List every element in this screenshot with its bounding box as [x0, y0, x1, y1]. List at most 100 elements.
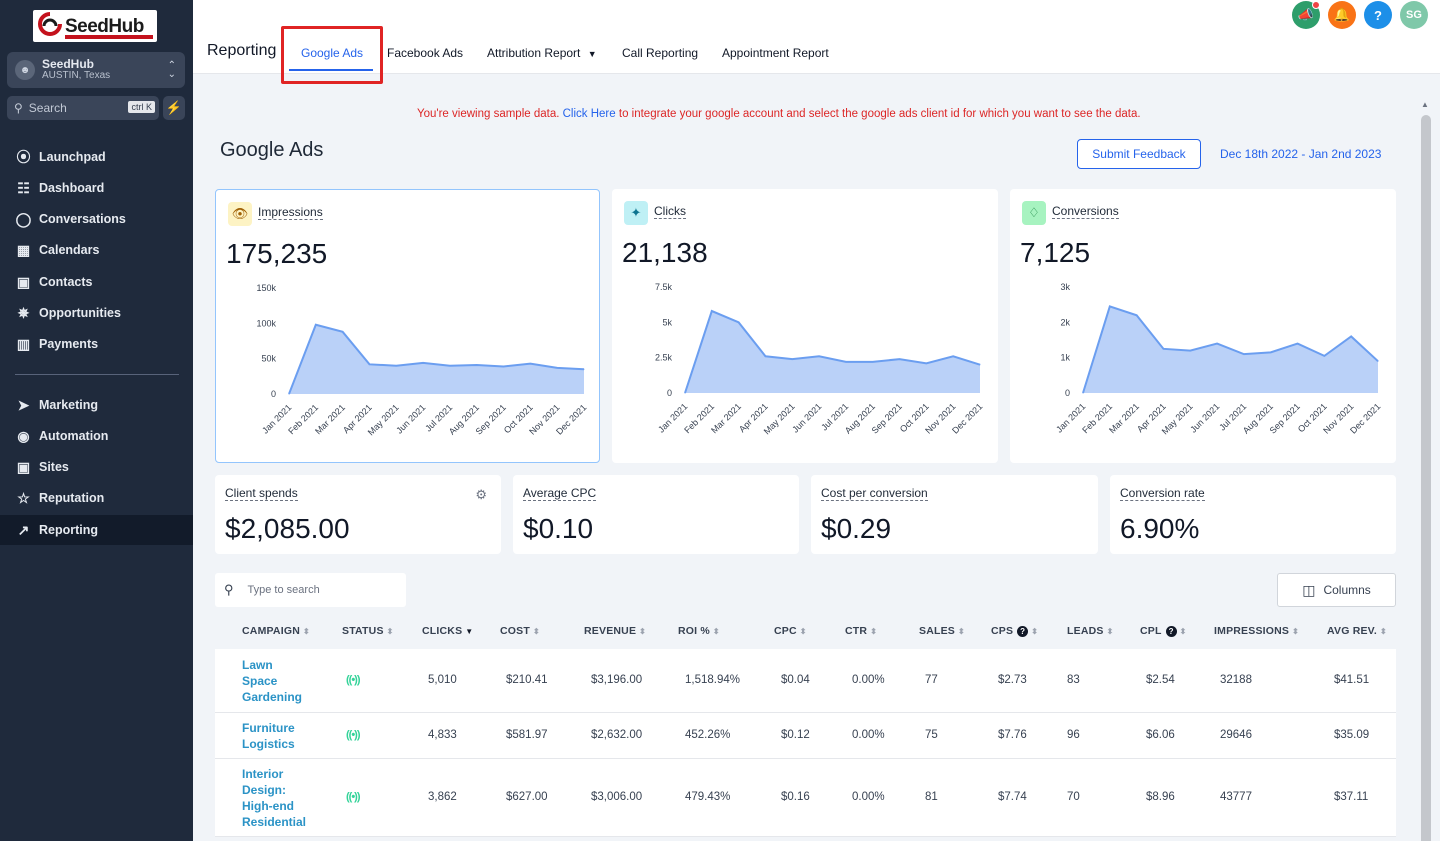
sort-icon[interactable]: ⬍	[1292, 627, 1300, 636]
column-header-cps[interactable]: CPS? ⬍	[991, 625, 1038, 637]
sort-icon[interactable]: ⬍	[303, 627, 310, 636]
sidebar-item-launchpad[interactable]: ⦿ Launchpad	[0, 142, 193, 172]
sidebar-search[interactable]: ⚲ Search ctrl K	[7, 96, 159, 120]
table-row[interactable]: Lawn Space Gardening ((•)) 5,010 $210.41 $3,19…	[215, 649, 1396, 713]
gear-icon[interactable]: ⚙	[475, 487, 487, 502]
help-icon[interactable]: ?	[1364, 1, 1392, 29]
data-point	[503, 365, 505, 367]
help-circle-icon[interactable]: ?	[1017, 626, 1029, 637]
sidebar-item-dashboard[interactable]: ☷ Dashboard	[0, 173, 193, 203]
sidebar-item-conversations[interactable]: ◯ Conversations	[0, 204, 193, 234]
scrollbar-thumb[interactable]	[1421, 115, 1431, 841]
columns-button[interactable]: ◫ Columns	[1277, 573, 1396, 607]
sort-icon[interactable]: ⬍	[799, 627, 807, 636]
status-broadcast-icon: ((•))	[346, 674, 360, 686]
bell-icon[interactable]: 🔔	[1328, 1, 1356, 29]
sidebar-item-label: Reputation	[39, 491, 105, 505]
sort-icon[interactable]: ⬍	[1031, 627, 1039, 636]
cell-roi: 1,518.94%	[685, 674, 740, 686]
cell-leads: 70	[1067, 791, 1080, 803]
conversions-label: Conversions	[1052, 204, 1119, 220]
column-header-label: STATUS	[342, 625, 384, 637]
table-body: Lawn Space Gardening ((•)) 5,010 $210.41 $3,19…	[215, 649, 1396, 837]
column-header-cpl[interactable]: CPL? ⬍	[1140, 625, 1187, 637]
x-tick-label: Jun 2021	[790, 401, 823, 434]
column-header-revenue[interactable]: REVENUE ⬍	[584, 625, 646, 637]
sidebar-item-contacts[interactable]: ▣ Contacts	[0, 267, 193, 297]
column-header-status[interactable]: STATUS ⬍	[342, 625, 394, 637]
column-header-clicks[interactable]: CLICKS ▼	[422, 625, 473, 637]
sort-desc-icon[interactable]: ▼	[465, 627, 474, 636]
sidebar-item-label: Payments	[39, 337, 99, 351]
tab-attribution-report[interactable]: Attribution Report ▼	[487, 46, 597, 60]
sidebar-item-reporting[interactable]: ↗ Reporting	[0, 515, 193, 545]
campaign-link[interactable]: Lawn Space Gardening	[242, 657, 322, 705]
sort-icon[interactable]: ⬍	[958, 627, 965, 636]
column-header-impressions[interactable]: IMPRESSIONS ⬍	[1214, 625, 1299, 637]
sort-icon[interactable]: ⬍	[1380, 627, 1387, 636]
brand-name: SeedHub	[65, 15, 144, 37]
integrate-link[interactable]: Click Here	[562, 108, 616, 120]
account-switcher[interactable]: ☻ SeedHub AUSTIN, Texas ⌃ ⌄	[7, 52, 185, 88]
help-circle-icon[interactable]: ?	[1165, 626, 1177, 637]
sort-icon[interactable]: ⬍	[1106, 627, 1114, 636]
column-header-cost[interactable]: COST ⬍	[500, 625, 540, 637]
cell-impressions: 43777	[1220, 791, 1252, 803]
average-cpc-card: Average CPC $0.10	[513, 475, 799, 554]
cell-avg-rev: $37.11	[1334, 791, 1369, 803]
tab-call-reporting[interactable]: Call Reporting	[622, 46, 699, 60]
tab-google-ads[interactable]: Google Ads	[301, 46, 364, 60]
contacts-icon: ▣	[16, 273, 31, 290]
client-spends-card: Client spends ⚙ $2,085.00	[215, 475, 501, 554]
announcement-icon[interactable]: 📣	[1292, 1, 1320, 29]
column-header-avg-rev[interactable]: AVG REV. ⬍	[1327, 625, 1387, 637]
sort-icon[interactable]: ⬍	[386, 627, 394, 636]
sort-icon[interactable]: ⬍	[639, 627, 647, 636]
conversions-card[interactable]: ♢ Conversions 7,125 0 1k 2k 3k Jan 2021 Feb 2…	[1010, 189, 1396, 463]
tab-appointment-report[interactable]: Appointment Report	[722, 46, 829, 60]
date-range-picker[interactable]: Dec 18th 2022 - Jan 2nd 2023	[1220, 147, 1382, 161]
sidebar-item-sites[interactable]: ▣ Sites	[0, 452, 193, 482]
sidebar-item-label: Marketing	[39, 398, 99, 412]
sidebar-item-payments[interactable]: ▥ Payments	[0, 329, 193, 359]
cell-impressions: 32188	[1220, 674, 1252, 686]
campaign-name-line: Design:	[242, 783, 287, 797]
column-header-label: COST	[500, 625, 530, 637]
notification-dot	[1312, 1, 1320, 9]
sort-icon[interactable]: ⬍	[532, 627, 540, 636]
quick-action-bolt-icon[interactable]: ⚡	[163, 96, 185, 120]
tab-facebook-ads[interactable]: Facebook Ads	[387, 46, 464, 60]
table-row[interactable]: Furniture Logistics ((•)) 4,833 $581.97 $2,63…	[215, 713, 1396, 759]
sort-icon[interactable]: ⬍	[870, 627, 878, 636]
page-scrollbar[interactable]: ▲	[1419, 97, 1432, 841]
sidebar-item-reputation[interactable]: ☆ Reputation	[0, 483, 193, 513]
campaign-link[interactable]: Furniture Logistics	[242, 720, 322, 752]
column-header-sales[interactable]: SALES ⬍	[919, 625, 965, 637]
clicks-card[interactable]: ✦ Clicks 21,138 0 2.5k 5k 7.5k Jan 2021 Feb 2…	[612, 189, 998, 463]
sort-icon[interactable]: ⬍	[712, 627, 720, 636]
data-point	[449, 365, 451, 367]
sidebar-item-marketing[interactable]: ➤ Marketing	[0, 390, 193, 420]
impressions-card[interactable]: 👁 Impressions 175,235 0 50k 100k 150k Jan 20…	[215, 189, 600, 463]
notice-suffix: to integrate your google account and sel…	[618, 108, 1141, 120]
table-search-input[interactable]: ⚲ Type to search	[215, 573, 406, 607]
sidebar-item-calendars[interactable]: ▦ Calendars	[0, 235, 193, 265]
user-avatar[interactable]: SG	[1400, 1, 1428, 29]
tab-attribution-label: Attribution Report	[487, 46, 581, 60]
data-point	[1082, 392, 1084, 394]
sidebar-item-opportunities[interactable]: ✵ Opportunities	[0, 298, 193, 328]
table-row[interactable]: Interior Design: High-end Residential ((•)) 3…	[215, 759, 1396, 837]
campaign-link[interactable]: Interior Design: High-end Residential	[242, 766, 322, 830]
column-header-leads[interactable]: LEADS ⬍	[1067, 625, 1114, 637]
column-header-ctr[interactable]: CTR ⬍	[845, 625, 877, 637]
column-header-roi[interactable]: ROI % ⬍	[678, 625, 720, 637]
brand-logo[interactable]: SeedHub	[33, 10, 157, 42]
cell-cps: $2.73	[998, 674, 1027, 686]
sidebar-item-automation[interactable]: ◉ Automation	[0, 421, 193, 451]
data-point	[476, 364, 478, 366]
sort-icon[interactable]: ⬍	[1179, 627, 1187, 636]
conversion-rate-value: 6.90%	[1120, 513, 1200, 544]
submit-feedback-button[interactable]: Submit Feedback	[1077, 139, 1201, 169]
column-header-campaign[interactable]: CAMPAIGN ⬍	[242, 625, 310, 637]
column-header-cpc[interactable]: CPC ⬍	[774, 625, 807, 637]
